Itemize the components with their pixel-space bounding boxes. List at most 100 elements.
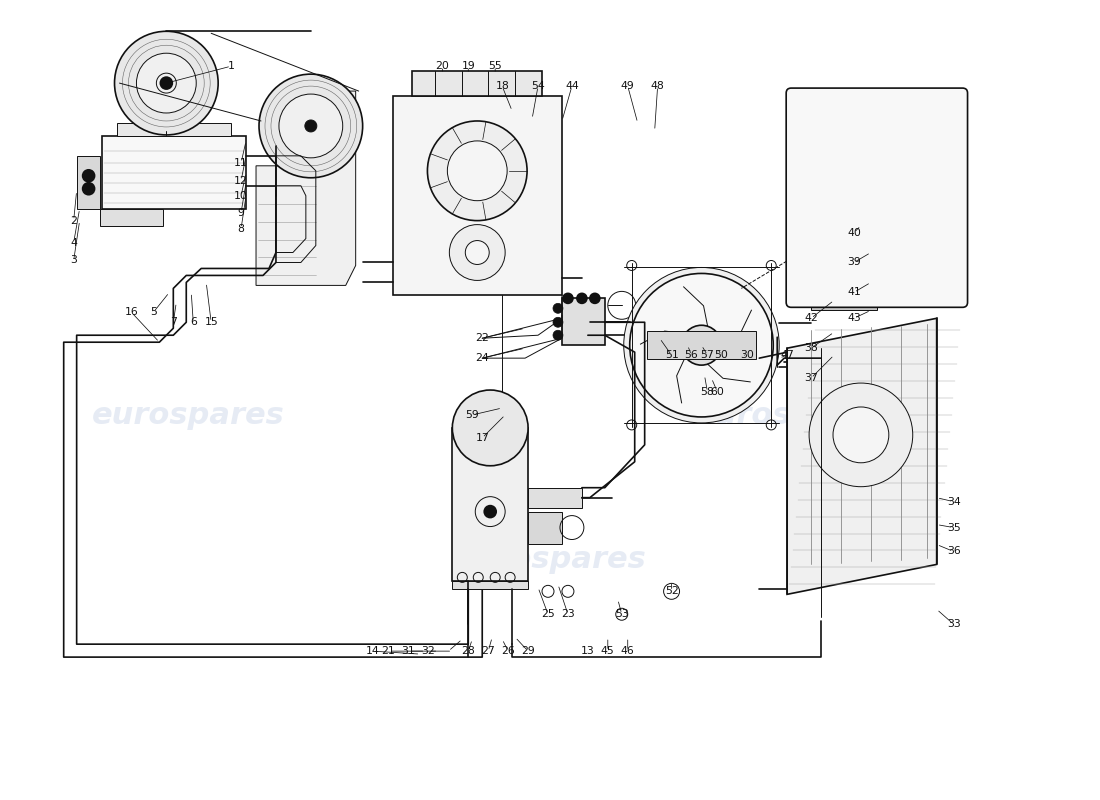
Circle shape <box>82 170 95 182</box>
FancyBboxPatch shape <box>786 88 968 307</box>
Bar <box>647 331 757 359</box>
Circle shape <box>883 238 891 246</box>
Text: 17: 17 <box>475 433 490 443</box>
Text: 36: 36 <box>947 546 960 557</box>
Polygon shape <box>452 428 528 582</box>
Polygon shape <box>788 318 937 594</box>
Text: eurospares: eurospares <box>92 402 285 430</box>
Text: 43: 43 <box>847 314 861 323</box>
Text: 46: 46 <box>620 646 635 656</box>
Circle shape <box>428 121 527 221</box>
Text: 39: 39 <box>847 258 861 267</box>
Circle shape <box>835 167 859 190</box>
Circle shape <box>82 182 95 194</box>
Text: 2: 2 <box>70 216 77 226</box>
Text: eurospares: eurospares <box>453 545 647 574</box>
Text: 54: 54 <box>531 81 544 91</box>
Circle shape <box>553 330 563 340</box>
Circle shape <box>484 506 496 518</box>
Text: 30: 30 <box>740 350 755 360</box>
Text: 1: 1 <box>228 61 234 71</box>
Circle shape <box>450 225 505 281</box>
Circle shape <box>465 241 490 265</box>
Text: 12: 12 <box>234 176 248 186</box>
Circle shape <box>693 338 710 353</box>
Polygon shape <box>811 282 896 298</box>
Text: 23: 23 <box>561 610 575 619</box>
Text: 24: 24 <box>475 353 490 363</box>
Polygon shape <box>100 209 163 226</box>
Circle shape <box>553 318 563 327</box>
Text: 4: 4 <box>70 238 77 247</box>
Polygon shape <box>528 512 562 545</box>
Circle shape <box>682 326 722 365</box>
Text: 20: 20 <box>436 61 449 71</box>
Circle shape <box>553 303 563 314</box>
Polygon shape <box>528 488 582 508</box>
Circle shape <box>867 238 875 246</box>
Text: 49: 49 <box>620 81 635 91</box>
Text: 56: 56 <box>684 350 699 360</box>
Text: eurospares: eurospares <box>695 402 888 430</box>
Circle shape <box>850 238 858 246</box>
Text: 10: 10 <box>234 190 248 201</box>
Text: 6: 6 <box>190 318 197 327</box>
Text: 25: 25 <box>541 610 554 619</box>
Text: 28: 28 <box>461 646 475 656</box>
Text: 15: 15 <box>205 318 218 327</box>
Text: 58: 58 <box>701 387 714 397</box>
Circle shape <box>629 274 773 417</box>
Text: 52: 52 <box>664 586 679 596</box>
Text: 31: 31 <box>402 646 416 656</box>
Circle shape <box>305 120 317 132</box>
Circle shape <box>563 294 573 303</box>
Text: 48: 48 <box>651 81 664 91</box>
Polygon shape <box>117 123 231 136</box>
Text: 8: 8 <box>238 223 244 234</box>
Circle shape <box>114 31 218 135</box>
Text: 44: 44 <box>565 81 579 91</box>
Polygon shape <box>256 91 355 286</box>
Polygon shape <box>393 96 562 295</box>
Text: 51: 51 <box>664 350 679 360</box>
Polygon shape <box>814 189 937 242</box>
Text: 16: 16 <box>124 307 139 318</box>
Text: 35: 35 <box>947 522 960 533</box>
Polygon shape <box>412 71 542 96</box>
Circle shape <box>861 198 896 234</box>
Polygon shape <box>811 295 877 310</box>
Text: 22: 22 <box>475 334 490 343</box>
Circle shape <box>903 265 931 292</box>
Text: 38: 38 <box>804 343 818 353</box>
Text: 13: 13 <box>581 646 595 656</box>
Text: 26: 26 <box>502 646 515 656</box>
Text: 3: 3 <box>70 255 77 266</box>
Text: 34: 34 <box>947 497 960 506</box>
Polygon shape <box>811 246 887 281</box>
Text: 60: 60 <box>711 387 725 397</box>
Circle shape <box>833 407 889 462</box>
Text: 9: 9 <box>238 208 244 218</box>
Circle shape <box>833 238 842 246</box>
Text: 53: 53 <box>615 610 628 619</box>
Text: 55: 55 <box>488 61 502 71</box>
Polygon shape <box>452 582 528 590</box>
Text: 37: 37 <box>804 373 818 383</box>
Polygon shape <box>101 136 246 209</box>
Circle shape <box>817 238 825 246</box>
Text: 5: 5 <box>150 307 157 318</box>
Circle shape <box>452 390 528 466</box>
Circle shape <box>576 294 587 303</box>
Text: 33: 33 <box>947 619 960 630</box>
Text: 29: 29 <box>521 646 535 656</box>
Text: 27: 27 <box>482 646 495 656</box>
Circle shape <box>590 294 600 303</box>
Text: 18: 18 <box>495 81 509 91</box>
Text: 32: 32 <box>421 646 436 656</box>
Text: 21: 21 <box>382 646 395 656</box>
Circle shape <box>258 74 363 178</box>
Circle shape <box>279 94 343 158</box>
Circle shape <box>448 141 507 201</box>
Polygon shape <box>562 298 605 345</box>
Circle shape <box>161 77 173 89</box>
